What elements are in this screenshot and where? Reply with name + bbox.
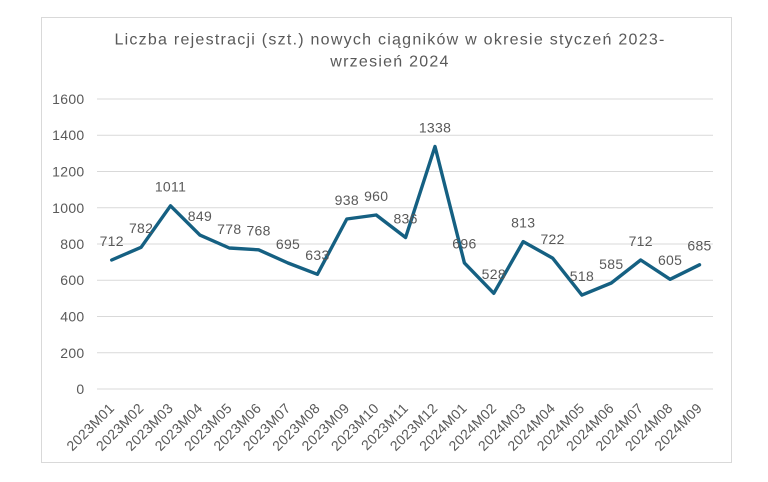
svg-text:1400: 1400	[52, 127, 84, 143]
svg-text:400: 400	[60, 309, 84, 325]
svg-text:849: 849	[188, 208, 212, 224]
svg-text:768: 768	[246, 223, 270, 239]
svg-text:605: 605	[658, 252, 682, 268]
svg-text:633: 633	[305, 247, 329, 263]
svg-text:778: 778	[217, 221, 241, 237]
svg-text:938: 938	[335, 192, 359, 208]
svg-text:0: 0	[76, 381, 84, 397]
svg-text:712: 712	[100, 233, 124, 249]
svg-text:1200: 1200	[52, 164, 84, 180]
svg-text:813: 813	[511, 214, 535, 230]
svg-text:1338: 1338	[419, 119, 451, 135]
svg-text:200: 200	[60, 345, 84, 361]
svg-text:1000: 1000	[52, 200, 84, 216]
svg-text:960: 960	[364, 188, 388, 204]
svg-text:695: 695	[276, 236, 300, 252]
svg-text:800: 800	[60, 236, 84, 252]
svg-text:1011: 1011	[155, 179, 186, 195]
svg-text:712: 712	[629, 233, 653, 249]
svg-text:600: 600	[60, 272, 84, 288]
svg-text:wrzesień 2024: wrzesień 2024	[329, 54, 449, 71]
svg-text:722: 722	[540, 231, 564, 247]
svg-text:585: 585	[599, 256, 623, 272]
svg-text:782: 782	[129, 220, 153, 236]
svg-text:696: 696	[452, 236, 476, 252]
svg-text:Liczba rejestracji (szt.) nowy: Liczba rejestracji (szt.) nowych ciągnik…	[114, 32, 665, 49]
svg-text:685: 685	[687, 238, 711, 254]
svg-text:518: 518	[570, 268, 594, 284]
svg-text:1600: 1600	[52, 91, 84, 107]
svg-text:528: 528	[482, 266, 506, 282]
svg-text:836: 836	[393, 210, 417, 226]
